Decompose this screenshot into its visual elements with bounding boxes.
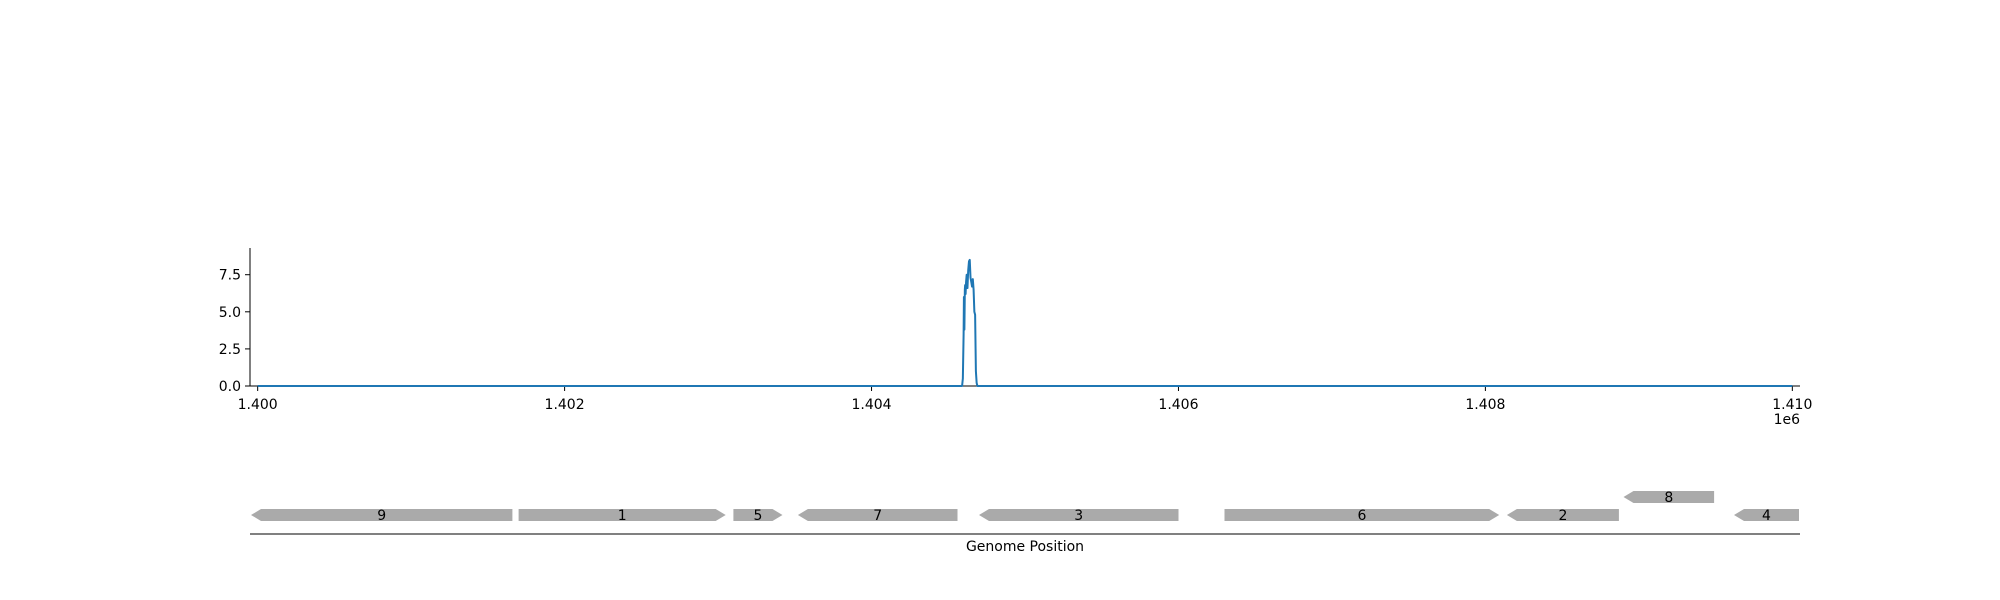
gene-arrow: [1224, 509, 1500, 521]
gene-label: 8: [1664, 490, 1673, 506]
x-tick-label: 1.404: [851, 397, 891, 413]
gene-2: 2: [1506, 508, 1619, 524]
gene-arrow: [1506, 509, 1619, 521]
x-tick-label: 1.410: [1772, 397, 1812, 413]
gene-arrow: [733, 509, 783, 521]
gene-7: 7: [797, 508, 958, 524]
gene-4: 4: [1734, 508, 1799, 524]
gene-8: 8: [1623, 490, 1715, 506]
gene-arrow: [979, 509, 1179, 521]
gene-arrow: [251, 509, 513, 521]
y-tick-label: 5.0: [219, 305, 241, 321]
series-line-coverage: [257, 258, 1793, 387]
coverage-plot: 1.400 1.402 1.404 1.406 1.408 1.410 0.0 2.5 5.0…: [219, 248, 1812, 428]
gene-arrow: [1734, 509, 1799, 521]
gene-label: 2: [1558, 508, 1567, 524]
gene-label: 3: [1074, 508, 1083, 524]
x-tick-label: 1.406: [1158, 397, 1198, 413]
gene-9: 9: [251, 508, 513, 524]
gene-label: 7: [873, 508, 882, 524]
gene-label: 5: [754, 508, 763, 524]
gene-label: 4: [1762, 508, 1771, 524]
gene-map: 9 1 5 7 3 6 2 8 4 Genome Position: [250, 490, 1800, 555]
gene-label: 1: [618, 508, 627, 524]
x-tick-label: 1.402: [545, 397, 585, 413]
gene-3: 3: [979, 508, 1179, 524]
gene-1: 1: [518, 508, 726, 524]
x-offset-label: 1e6: [1774, 412, 1801, 428]
gene-arrow: [1623, 491, 1715, 503]
gene-6: 6: [1224, 508, 1500, 524]
gene-label: 6: [1357, 508, 1366, 524]
y-tick-label: 2.5: [219, 342, 241, 358]
y-tick-label: 7.5: [219, 268, 241, 284]
gene-arrow: [797, 509, 958, 521]
x-tick-label: 1.400: [238, 397, 278, 413]
gene-label: 9: [377, 508, 386, 524]
gene-arrow: [518, 509, 726, 521]
x-tick-label: 1.408: [1465, 397, 1505, 413]
gene-axis-label: Genome Position: [966, 539, 1084, 555]
gene-5: 5: [733, 508, 783, 524]
y-tick-label: 0.0: [219, 379, 241, 395]
